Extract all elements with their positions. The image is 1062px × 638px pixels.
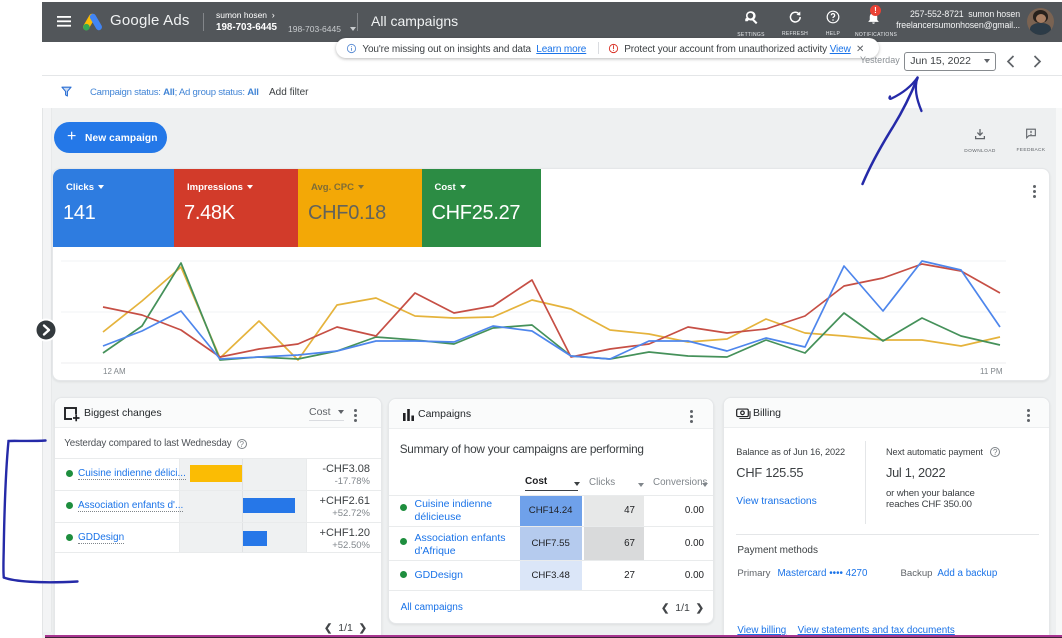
svg-text:12 AM: 12 AM — [103, 367, 126, 376]
svg-text:11 PM: 11 PM — [980, 367, 1003, 376]
